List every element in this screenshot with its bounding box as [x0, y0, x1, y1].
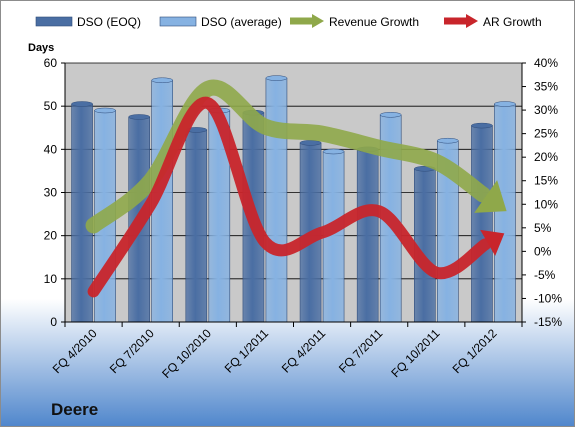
revenue-growth-line — [85, 79, 491, 234]
y2-tick-label: 30% — [534, 103, 558, 117]
y2-tick-label: 0% — [534, 244, 552, 258]
y-tick-label: 0 — [50, 315, 57, 329]
y-axis-title: Days — [28, 42, 54, 54]
bar-top — [128, 114, 150, 120]
legend-label-ar-growth: AR Growth — [483, 15, 542, 29]
legend-swatch-dso-average — [159, 16, 197, 27]
bar-top — [151, 77, 173, 84]
y2-tick-label: 15% — [534, 174, 558, 188]
bar-dso-eoq — [356, 149, 379, 323]
company-label: Deere — [51, 400, 98, 419]
legend-label-revenue-growth: Revenue Growth — [329, 15, 419, 29]
bar-top — [322, 148, 345, 155]
y-tick-label: 30 — [44, 186, 58, 200]
y-tick-label: 50 — [44, 99, 58, 113]
y2-tick-label: -5% — [534, 268, 556, 282]
y2-tick-label: 25% — [534, 127, 558, 141]
y2-tick-label: 10% — [534, 197, 558, 211]
bar-top — [471, 122, 493, 129]
y-tick-label: 20 — [44, 229, 58, 243]
bar-dso-eoq — [471, 125, 493, 323]
y2-tick-label: -10% — [534, 291, 562, 305]
bar-top — [379, 112, 402, 118]
ar-growth-line — [87, 97, 492, 298]
bar-dso-average — [494, 103, 516, 323]
bar-top — [299, 140, 322, 146]
revenue-growth-arrowhead — [474, 180, 507, 213]
y2-tick-label: 20% — [534, 150, 558, 164]
y-tick-label: 60 — [44, 56, 58, 70]
legend-label-dso-eoq: DSO (EOQ) — [77, 15, 141, 29]
y2-tick-label: 40% — [534, 56, 558, 70]
y2-tick-label: 35% — [534, 80, 558, 94]
legend-label-dso-average: DSO (average) — [201, 15, 282, 29]
bar-top — [94, 107, 116, 114]
legend-swatch-dso-eoq — [35, 16, 73, 27]
bar-top — [494, 101, 516, 107]
ar-growth-arrowhead — [480, 229, 505, 256]
legend-arrowhead-revenue-growth — [312, 14, 324, 28]
y2-tick-label: -15% — [534, 315, 562, 329]
y2-tick-label: 5% — [534, 221, 552, 235]
bar-top — [265, 75, 288, 81]
bar-top — [437, 137, 459, 144]
bar-top — [71, 101, 93, 107]
y-tick-label: 40 — [44, 142, 58, 156]
bar-dso-average — [265, 77, 288, 323]
y-tick-label: 10 — [44, 272, 58, 286]
bar-dso-eoq — [185, 129, 208, 323]
legend-arrowhead-ar-growth — [466, 14, 478, 28]
